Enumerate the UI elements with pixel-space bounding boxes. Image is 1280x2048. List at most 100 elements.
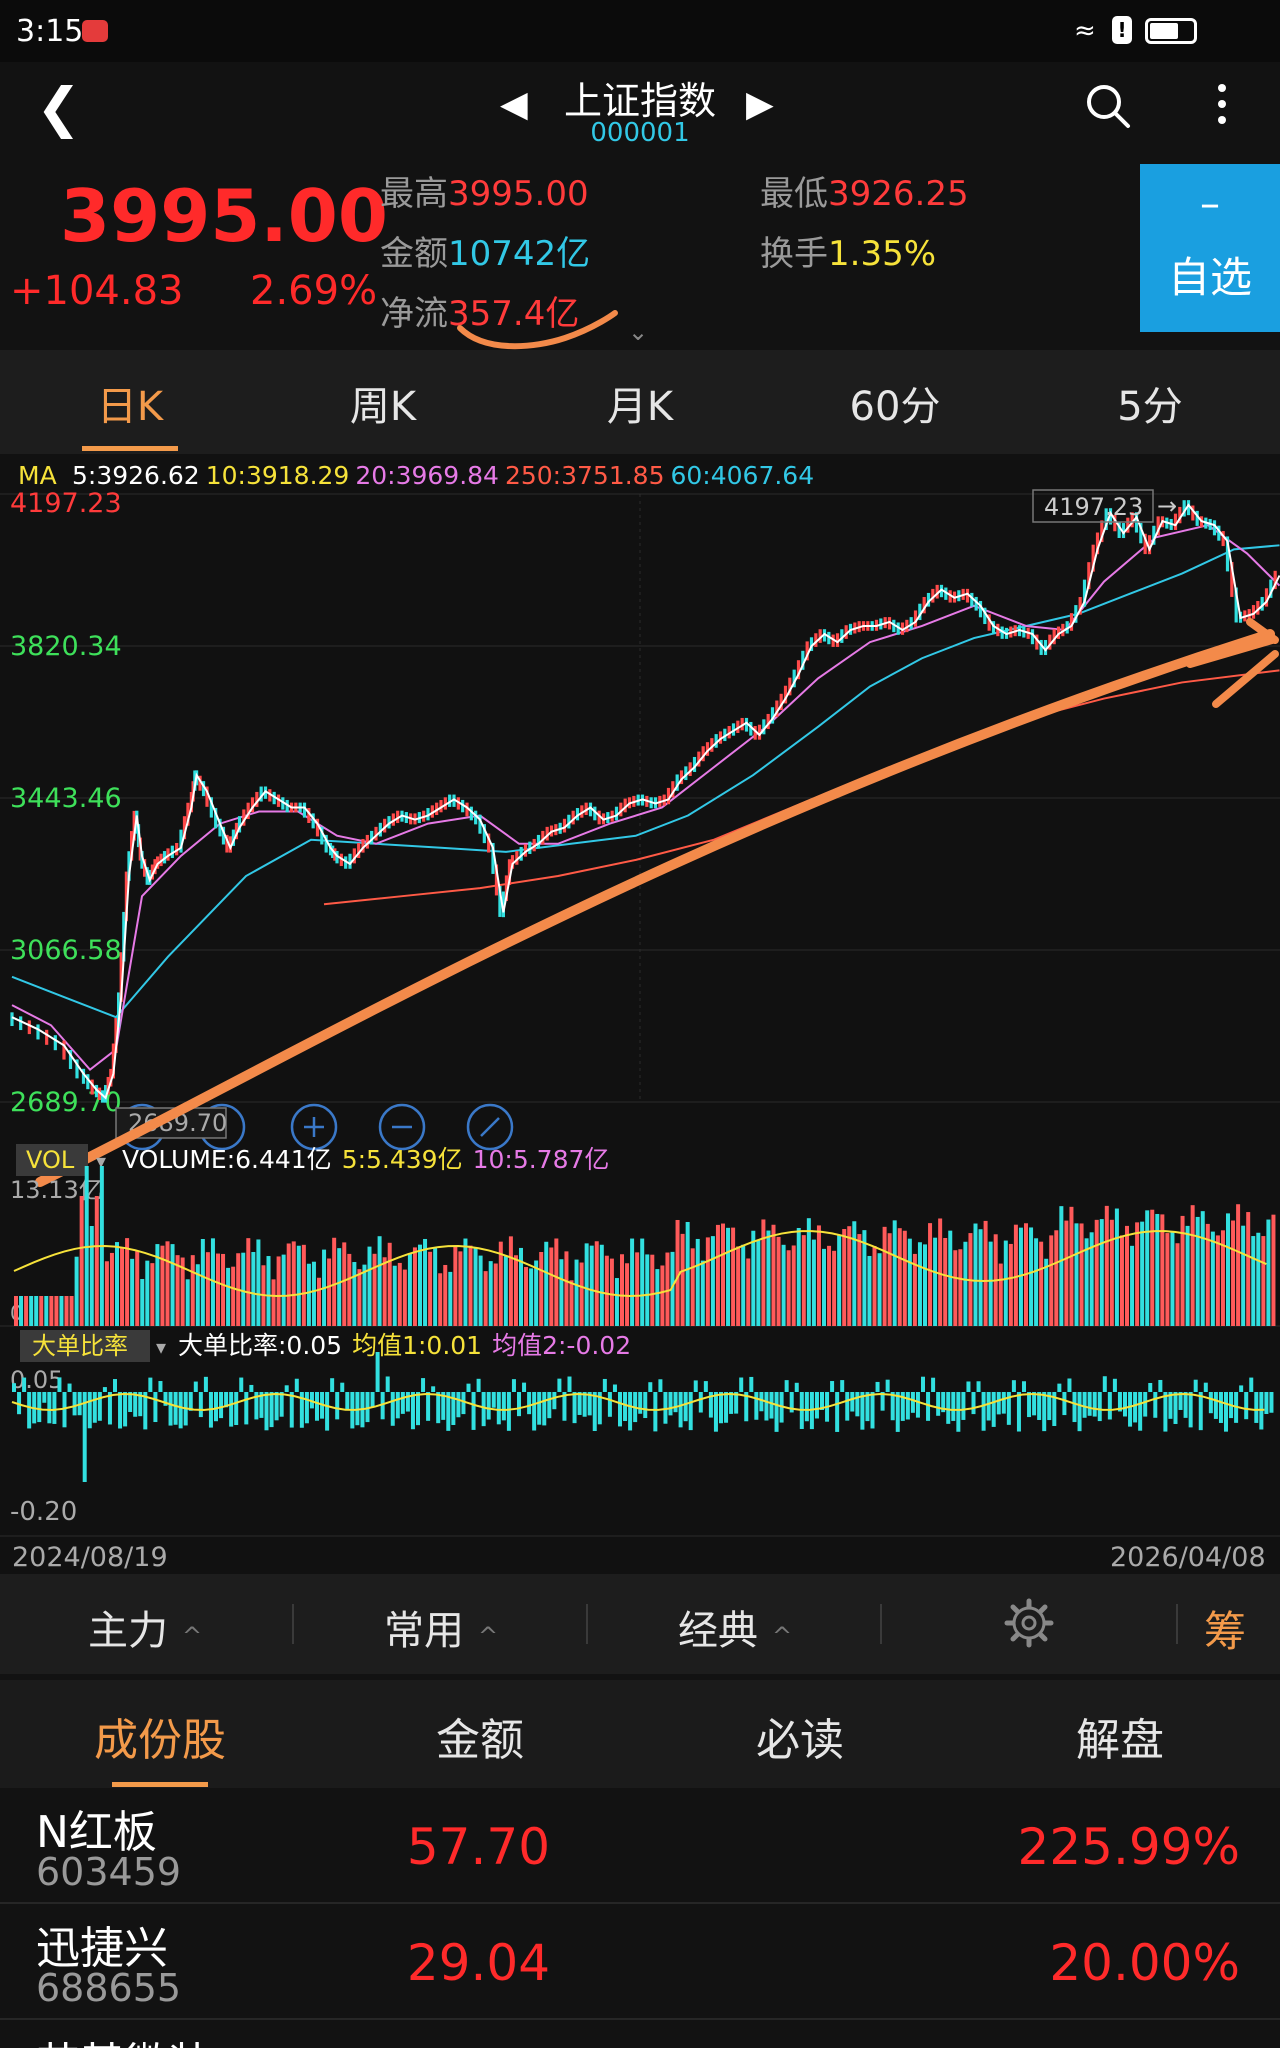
common-button[interactable]: 常用 ^ <box>384 1598 498 1656</box>
volume-bar <box>337 1248 342 1326</box>
candle <box>948 590 952 603</box>
big-order-bar <box>289 1392 294 1428</box>
watchlist-button[interactable]: – 自选 <box>1140 164 1280 332</box>
more-icon[interactable] <box>1210 84 1234 130</box>
date-end: 2026/04/08 <box>1110 1542 1266 1573</box>
volume-bar <box>887 1233 892 1326</box>
tab-5min[interactable]: 5分 <box>1117 384 1183 430</box>
prev-stock-icon[interactable]: ◀ <box>500 84 528 125</box>
volume-bar <box>620 1254 624 1326</box>
volume-bar <box>332 1237 337 1326</box>
tab-month-k[interactable]: 月K <box>606 384 674 430</box>
list-item[interactable]: N红板 603459 57.70 225.99% <box>0 1788 1280 1904</box>
candle <box>339 853 343 867</box>
big-order-bar <box>264 1392 269 1431</box>
watchlist-label: 自选 <box>1167 253 1252 302</box>
next-stock-icon[interactable]: ▶ <box>746 84 774 125</box>
big-order-bar <box>1224 1392 1228 1432</box>
volume-bar <box>1029 1227 1034 1326</box>
wifi-icon: ≈ <box>1074 16 1096 46</box>
volume-bar <box>811 1239 816 1326</box>
volume-bar <box>988 1241 993 1326</box>
big-order-bar <box>976 1381 981 1392</box>
big-order-bar <box>395 1392 400 1419</box>
tab-60min[interactable]: 60分 <box>849 384 941 430</box>
divider <box>292 1604 294 1644</box>
big-order-bar <box>1239 1385 1244 1392</box>
tab-week-k[interactable]: 周K <box>349 384 417 430</box>
candle <box>111 1043 115 1079</box>
candle <box>19 1016 23 1031</box>
tab-day-k[interactable]: 日K <box>96 384 164 430</box>
tab-constituents[interactable]: 成份股 <box>94 1715 226 1766</box>
big-order-bar <box>612 1384 617 1392</box>
tab-analysis[interactable]: 解盘 <box>1076 1715 1164 1766</box>
big-order-bar <box>325 1392 330 1431</box>
volume-bar <box>1135 1222 1140 1326</box>
big-order-bar <box>198 1392 203 1418</box>
volume-bar <box>1246 1212 1251 1326</box>
tab-must-read[interactable]: 必读 <box>756 1715 844 1766</box>
volume-bar <box>286 1243 291 1326</box>
big-order-bar <box>47 1392 52 1424</box>
amount-stat: 金额10742亿 <box>380 226 590 275</box>
volume-bar <box>721 1223 725 1326</box>
volume-bar <box>736 1246 741 1326</box>
big-order-bar <box>880 1392 885 1411</box>
big-order-bar <box>163 1392 168 1406</box>
main-force-button[interactable]: 主力 ^ <box>88 1598 202 1656</box>
big-order-bar <box>67 1383 72 1392</box>
volume-bar <box>160 1245 165 1326</box>
big-order-bar <box>703 1381 708 1392</box>
tab-amount[interactable]: 金额 <box>436 1715 524 1766</box>
zoom-in-icon[interactable] <box>290 1103 338 1151</box>
big-order-max-tick: 0.05 <box>10 1366 63 1394</box>
vol-badge[interactable] <box>16 1144 88 1176</box>
search-icon[interactable] <box>1084 82 1132 130</box>
tab-underline <box>82 446 178 451</box>
chip-distribution-button[interactable]: 筹 <box>1204 1607 1247 1656</box>
list-item[interactable]: 迅捷兴 688655 29.04 20.00% <box>0 1904 1280 2020</box>
candle <box>344 856 348 869</box>
expand-chevron-icon[interactable]: ⌄ <box>628 318 649 346</box>
big-order-bar <box>602 1378 607 1392</box>
volume-bar <box>680 1233 685 1326</box>
big-order-bar <box>1016 1392 1021 1432</box>
volume-bar <box>205 1252 210 1326</box>
volume-bar <box>892 1220 897 1326</box>
candle <box>302 802 307 818</box>
volume-bar <box>115 1242 119 1326</box>
candle <box>237 816 242 833</box>
gear-icon[interactable] <box>1004 1598 1054 1648</box>
fullscreen-icon[interactable] <box>466 1103 514 1151</box>
ma-legend-item: 5:3926.62 <box>72 461 200 490</box>
candle <box>840 629 844 643</box>
big-order-dropdown-icon[interactable]: ▾ <box>156 1335 166 1359</box>
classic-button[interactable]: 经典 ^ <box>678 1598 792 1656</box>
price-tick-label: 3443.46 <box>10 783 122 814</box>
volume-bar <box>185 1279 190 1326</box>
big-order-bar <box>885 1379 890 1392</box>
current-price: 3995.00 <box>60 174 388 258</box>
big-order-badge[interactable] <box>20 1330 150 1362</box>
volume-bar <box>973 1223 978 1326</box>
list-item[interactable]: 芯基微装 <box>0 2020 1280 2048</box>
big-order-bar <box>592 1392 597 1432</box>
app-notification-icon <box>82 20 108 42</box>
candle <box>918 603 922 621</box>
kline-chart[interactable]: MA 5:3926.62 10:3918.29 20:3969.84 250:3751… <box>0 454 1280 1574</box>
back-icon[interactable]: ❮ <box>36 76 82 139</box>
big-order-bar <box>870 1392 875 1429</box>
quote-panel: 3995.00 +104.83 2.69% 最高3995.00 最低3926.2… <box>0 158 1280 350</box>
vol-dropdown-icon[interactable]: ▾ <box>96 1149 106 1173</box>
candle <box>186 802 190 826</box>
volume-bar <box>928 1223 933 1326</box>
vol-legend: VOLUME:6.441亿 5:5.439亿 10:5.787亿 <box>122 1145 609 1174</box>
big-order-bar <box>410 1392 415 1430</box>
candle <box>221 826 226 845</box>
big-order-bar <box>153 1392 158 1423</box>
big-order-bar <box>92 1392 97 1423</box>
volume-bar <box>458 1251 463 1326</box>
zoom-out-icon[interactable] <box>378 1103 426 1151</box>
volume-bar <box>493 1263 498 1326</box>
